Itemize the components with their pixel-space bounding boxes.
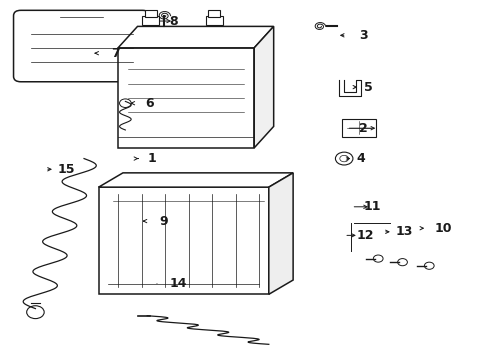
Text: 5: 5 xyxy=(363,81,372,94)
FancyBboxPatch shape xyxy=(99,187,268,294)
FancyBboxPatch shape xyxy=(207,10,220,17)
Text: 3: 3 xyxy=(358,29,366,42)
Text: 15: 15 xyxy=(57,163,75,176)
Text: 9: 9 xyxy=(159,215,168,228)
Polygon shape xyxy=(254,26,273,148)
Text: 13: 13 xyxy=(394,225,412,238)
Text: 14: 14 xyxy=(169,277,186,290)
Text: 6: 6 xyxy=(144,97,153,110)
Polygon shape xyxy=(99,173,292,187)
Text: 10: 10 xyxy=(433,222,451,235)
Polygon shape xyxy=(118,26,273,48)
FancyBboxPatch shape xyxy=(142,16,159,24)
FancyBboxPatch shape xyxy=(341,119,375,137)
FancyBboxPatch shape xyxy=(14,10,149,82)
Text: 12: 12 xyxy=(356,229,373,242)
Text: 2: 2 xyxy=(358,122,367,135)
Text: 4: 4 xyxy=(356,152,365,165)
Polygon shape xyxy=(268,173,292,294)
Text: 7: 7 xyxy=(111,47,119,60)
Text: 11: 11 xyxy=(363,200,380,213)
FancyBboxPatch shape xyxy=(118,48,254,148)
Text: 8: 8 xyxy=(169,14,178,27)
Text: 1: 1 xyxy=(147,152,156,165)
FancyBboxPatch shape xyxy=(144,10,157,17)
FancyBboxPatch shape xyxy=(205,16,222,24)
